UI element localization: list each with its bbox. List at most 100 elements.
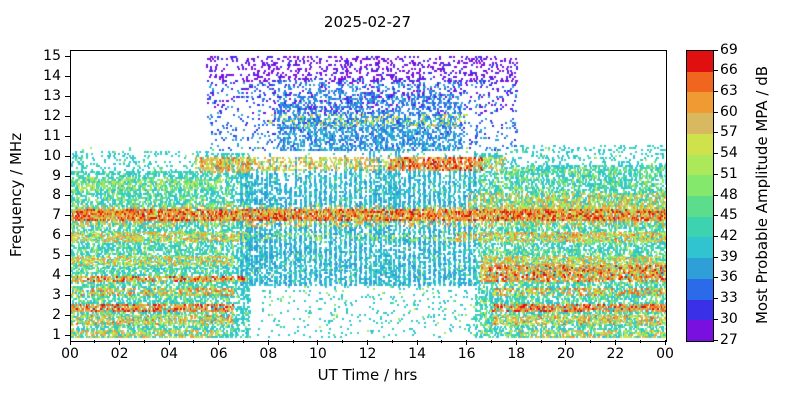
y-tick-label: 11 bbox=[43, 127, 61, 144]
x-tick-mark bbox=[317, 340, 319, 345]
y-tick-label: 6 bbox=[52, 227, 61, 244]
y-tick-label: 14 bbox=[43, 68, 61, 85]
colorbar-tick-label: 39 bbox=[720, 248, 738, 265]
y-tick-mark bbox=[65, 255, 70, 257]
x-tick-label: 08 bbox=[259, 346, 278, 362]
colorbar-block bbox=[687, 71, 713, 93]
chart-title: 2025-02-27 bbox=[323, 13, 412, 31]
y-tick-label: 2 bbox=[52, 306, 61, 323]
y-tick-mark bbox=[65, 215, 70, 217]
scatter-canvas bbox=[71, 51, 666, 341]
colorbar-tick-mark bbox=[714, 277, 718, 279]
y-tick-label: 13 bbox=[43, 88, 61, 105]
y-tick-mark bbox=[65, 76, 70, 78]
x-minor-tick-mark bbox=[441, 340, 443, 343]
y-tick-label: 1 bbox=[52, 326, 61, 343]
colorbar-block bbox=[687, 195, 713, 217]
plot-area bbox=[70, 50, 667, 342]
x-tick-mark bbox=[168, 340, 170, 345]
colorbar-block bbox=[687, 258, 713, 279]
y-tick-mark bbox=[65, 116, 70, 118]
colorbar-block bbox=[687, 50, 713, 72]
x-tick-mark bbox=[218, 340, 220, 345]
colorbar-block bbox=[687, 216, 713, 238]
x-tick-label: 02 bbox=[110, 346, 129, 362]
x-tick-mark bbox=[69, 340, 71, 345]
y-tick-mark bbox=[65, 235, 70, 237]
x-tick-label: 04 bbox=[160, 346, 179, 362]
y-tick-label: 15 bbox=[43, 48, 61, 65]
x-minor-tick-mark bbox=[143, 340, 145, 343]
colorbar-tick-label: 45 bbox=[720, 207, 738, 224]
y-tick-mark bbox=[65, 175, 70, 177]
colorbar-tick-label: 48 bbox=[720, 186, 738, 203]
y-tick-mark bbox=[65, 314, 70, 316]
x-tick-label: 14 bbox=[408, 346, 426, 362]
colorbar-tick-mark bbox=[714, 215, 718, 217]
x-tick-mark bbox=[267, 340, 269, 345]
x-tick-label: 16 bbox=[457, 346, 476, 362]
x-tick-mark bbox=[515, 340, 517, 345]
colorbar-tick-mark bbox=[714, 256, 718, 258]
colorbar-label: Most Probable Amplitude MPA / dB bbox=[753, 65, 771, 325]
x-tick-label: 10 bbox=[308, 346, 327, 362]
colorbar-tick-mark bbox=[714, 111, 718, 113]
colorbar-block bbox=[687, 320, 713, 341]
y-axis-label: Frequency / MHz bbox=[7, 132, 25, 258]
x-tick-label: 06 bbox=[209, 346, 228, 362]
x-tick-mark bbox=[416, 340, 418, 345]
colorbar-block bbox=[687, 278, 713, 300]
y-tick-mark bbox=[65, 96, 70, 98]
colorbar-tick-mark bbox=[714, 132, 718, 134]
x-axis-label: UT Time / hrs bbox=[317, 366, 418, 384]
colorbar-block bbox=[687, 299, 713, 321]
colorbar-tick-label: 30 bbox=[720, 310, 738, 327]
x-tick-label: 00 bbox=[61, 346, 79, 362]
x-minor-tick-mark bbox=[94, 340, 96, 343]
x-tick-mark bbox=[614, 340, 616, 345]
x-minor-tick-mark bbox=[292, 340, 294, 343]
colorbar-tick-mark bbox=[714, 194, 718, 196]
y-tick-label: 10 bbox=[43, 147, 61, 164]
colorbar-tick-label: 60 bbox=[720, 103, 738, 120]
colorbar-tick-mark bbox=[714, 339, 718, 341]
colorbar-block bbox=[687, 237, 713, 259]
colorbar-tick-label: 57 bbox=[720, 124, 738, 141]
colorbar-tick-label: 63 bbox=[720, 82, 738, 99]
colorbar-tick-label: 33 bbox=[720, 290, 738, 307]
colorbar-block bbox=[687, 175, 713, 196]
colorbar-block bbox=[687, 133, 713, 155]
colorbar-block bbox=[687, 154, 713, 176]
x-tick-mark bbox=[664, 340, 666, 345]
y-tick-mark bbox=[65, 294, 70, 296]
y-tick-mark bbox=[65, 56, 70, 58]
colorbar-tick-mark bbox=[714, 318, 718, 320]
colorbar-tick-label: 27 bbox=[720, 331, 738, 348]
colorbar-tick-label: 54 bbox=[720, 145, 738, 162]
y-tick-mark bbox=[65, 155, 70, 157]
y-tick-label: 12 bbox=[43, 108, 61, 125]
y-tick-label: 4 bbox=[52, 266, 61, 283]
x-minor-tick-mark bbox=[193, 340, 195, 343]
colorbar-tick-mark bbox=[714, 70, 718, 72]
colorbar-tick-mark bbox=[714, 298, 718, 300]
y-tick-mark bbox=[65, 334, 70, 336]
y-tick-label: 9 bbox=[52, 167, 61, 184]
colorbar-tick-label: 36 bbox=[720, 269, 738, 286]
x-minor-tick-mark bbox=[639, 340, 641, 343]
x-tick-mark bbox=[367, 340, 368, 345]
x-minor-tick-mark bbox=[590, 340, 592, 343]
y-tick-label: 5 bbox=[52, 247, 61, 264]
x-tick-label: 18 bbox=[507, 346, 526, 362]
y-tick-mark bbox=[65, 274, 70, 276]
colorbar-tick-mark bbox=[714, 153, 718, 155]
x-tick-label: 12 bbox=[358, 346, 377, 362]
x-tick-label: 22 bbox=[606, 346, 625, 362]
colorbar-tick-label: 69 bbox=[720, 41, 738, 58]
x-minor-tick-mark bbox=[342, 340, 344, 343]
colorbar-tick-label: 42 bbox=[720, 227, 738, 244]
colorbar-tick-mark bbox=[714, 235, 718, 237]
x-minor-tick-mark bbox=[490, 340, 492, 343]
x-tick-mark bbox=[119, 340, 121, 345]
